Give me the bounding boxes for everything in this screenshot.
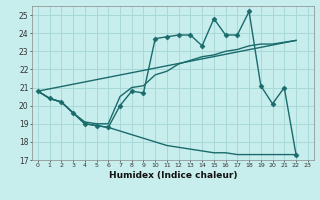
X-axis label: Humidex (Indice chaleur): Humidex (Indice chaleur) bbox=[108, 171, 237, 180]
